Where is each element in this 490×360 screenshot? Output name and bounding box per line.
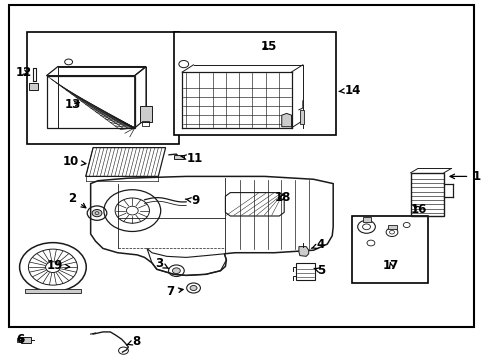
Text: 7: 7: [167, 285, 183, 298]
Polygon shape: [299, 247, 309, 256]
Bar: [21, 337, 31, 343]
Bar: [300, 110, 304, 124]
Text: 1: 1: [450, 170, 480, 183]
Polygon shape: [282, 113, 292, 127]
Bar: [296, 263, 315, 280]
Text: 6: 6: [17, 333, 24, 346]
Text: 17: 17: [383, 259, 399, 272]
Bar: [388, 225, 397, 229]
Bar: [29, 83, 38, 90]
Circle shape: [172, 268, 180, 274]
Bar: [24, 289, 81, 293]
Text: 4: 4: [312, 238, 325, 251]
Text: 5: 5: [314, 264, 325, 277]
Bar: [9, 5, 474, 327]
Text: 19: 19: [47, 259, 70, 272]
Text: 14: 14: [339, 84, 361, 96]
Circle shape: [190, 285, 197, 291]
Bar: [411, 173, 444, 216]
Circle shape: [92, 210, 102, 217]
Bar: [352, 216, 428, 283]
Text: 10: 10: [63, 156, 86, 168]
Text: 8: 8: [127, 335, 140, 348]
Text: 16: 16: [411, 203, 427, 216]
Bar: [140, 106, 152, 122]
Text: 11: 11: [181, 152, 203, 165]
Bar: [174, 32, 336, 135]
Text: 2: 2: [69, 192, 86, 208]
Text: 3: 3: [155, 257, 169, 270]
Text: 18: 18: [275, 191, 292, 204]
Text: 9: 9: [185, 194, 199, 207]
Text: 15: 15: [260, 40, 277, 53]
Bar: [17, 338, 22, 342]
Bar: [27, 32, 179, 144]
Bar: [363, 217, 371, 222]
Text: 12: 12: [15, 66, 32, 78]
Bar: [142, 121, 149, 126]
Text: 13: 13: [64, 98, 81, 111]
Bar: [174, 155, 184, 159]
